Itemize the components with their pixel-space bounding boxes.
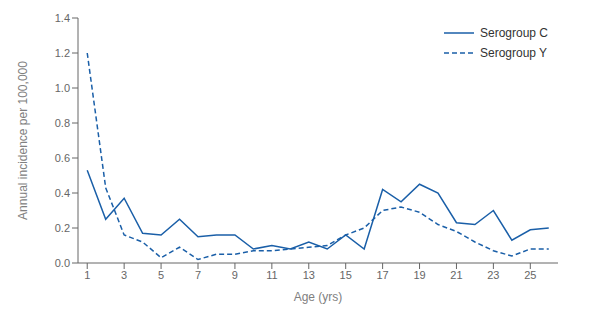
svg-text:17: 17 — [376, 269, 388, 281]
svg-text:7: 7 — [195, 269, 201, 281]
html-text:Serogroup C: Serogroup C — [480, 26, 548, 40]
html-text:Serogroup Y: Serogroup Y — [480, 46, 548, 60]
svg-text:1.4: 1.4 — [55, 12, 70, 24]
svg-text:Age (yrs): Age (yrs) — [294, 290, 343, 304]
svg-text:Annual incidence per 100,000: Annual incidence per 100,000 — [16, 61, 30, 220]
svg-text:19: 19 — [413, 269, 425, 281]
svg-text:15: 15 — [340, 269, 352, 281]
svg-text:1.0: 1.0 — [55, 82, 70, 94]
svg-text:21: 21 — [450, 269, 462, 281]
svg-text:5: 5 — [158, 269, 164, 281]
svg-text:0.0: 0.0 — [55, 257, 70, 269]
svg-text:11: 11 — [266, 269, 277, 281]
svg-text:0.2: 0.2 — [55, 222, 70, 234]
svg-text:13: 13 — [303, 269, 315, 281]
svg-text:25: 25 — [524, 269, 536, 281]
svg-text:3: 3 — [121, 269, 127, 281]
svg-text:0.4: 0.4 — [55, 187, 70, 199]
svg-text:0.6: 0.6 — [55, 152, 70, 164]
svg-text:1: 1 — [84, 269, 90, 281]
svg-text:0.8: 0.8 — [55, 117, 70, 129]
svg-text:9: 9 — [232, 269, 238, 281]
svg-text:23: 23 — [487, 269, 499, 281]
svg-text:1.2: 1.2 — [55, 47, 70, 59]
